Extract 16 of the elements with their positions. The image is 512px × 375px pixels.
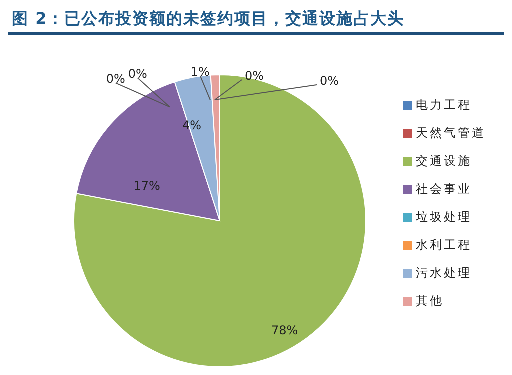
legend-label: 垃圾处理 [416, 210, 472, 224]
legend-label: 电力工程 [416, 98, 472, 112]
text: 0% [106, 72, 126, 86]
text: 0% [128, 67, 148, 82]
legend-label: 天然气管道 [416, 126, 486, 140]
text: 0% [245, 69, 264, 83]
legend-label: 其他 [416, 294, 444, 308]
data-label: 1% [190, 65, 210, 80]
legend-label: 社会事业 [416, 182, 472, 196]
legend-label: 污水处理 [416, 266, 472, 280]
data-label: 17% [134, 179, 160, 194]
text: 0% [320, 74, 340, 88]
legend-label: 交通设施 [416, 154, 472, 168]
legend-label: 水利工程 [416, 238, 472, 252]
chart-title: 图 2：已公布投资额的未签约项目，交通设施占大头 [11, 8, 406, 30]
data-label: 78% [271, 323, 298, 338]
